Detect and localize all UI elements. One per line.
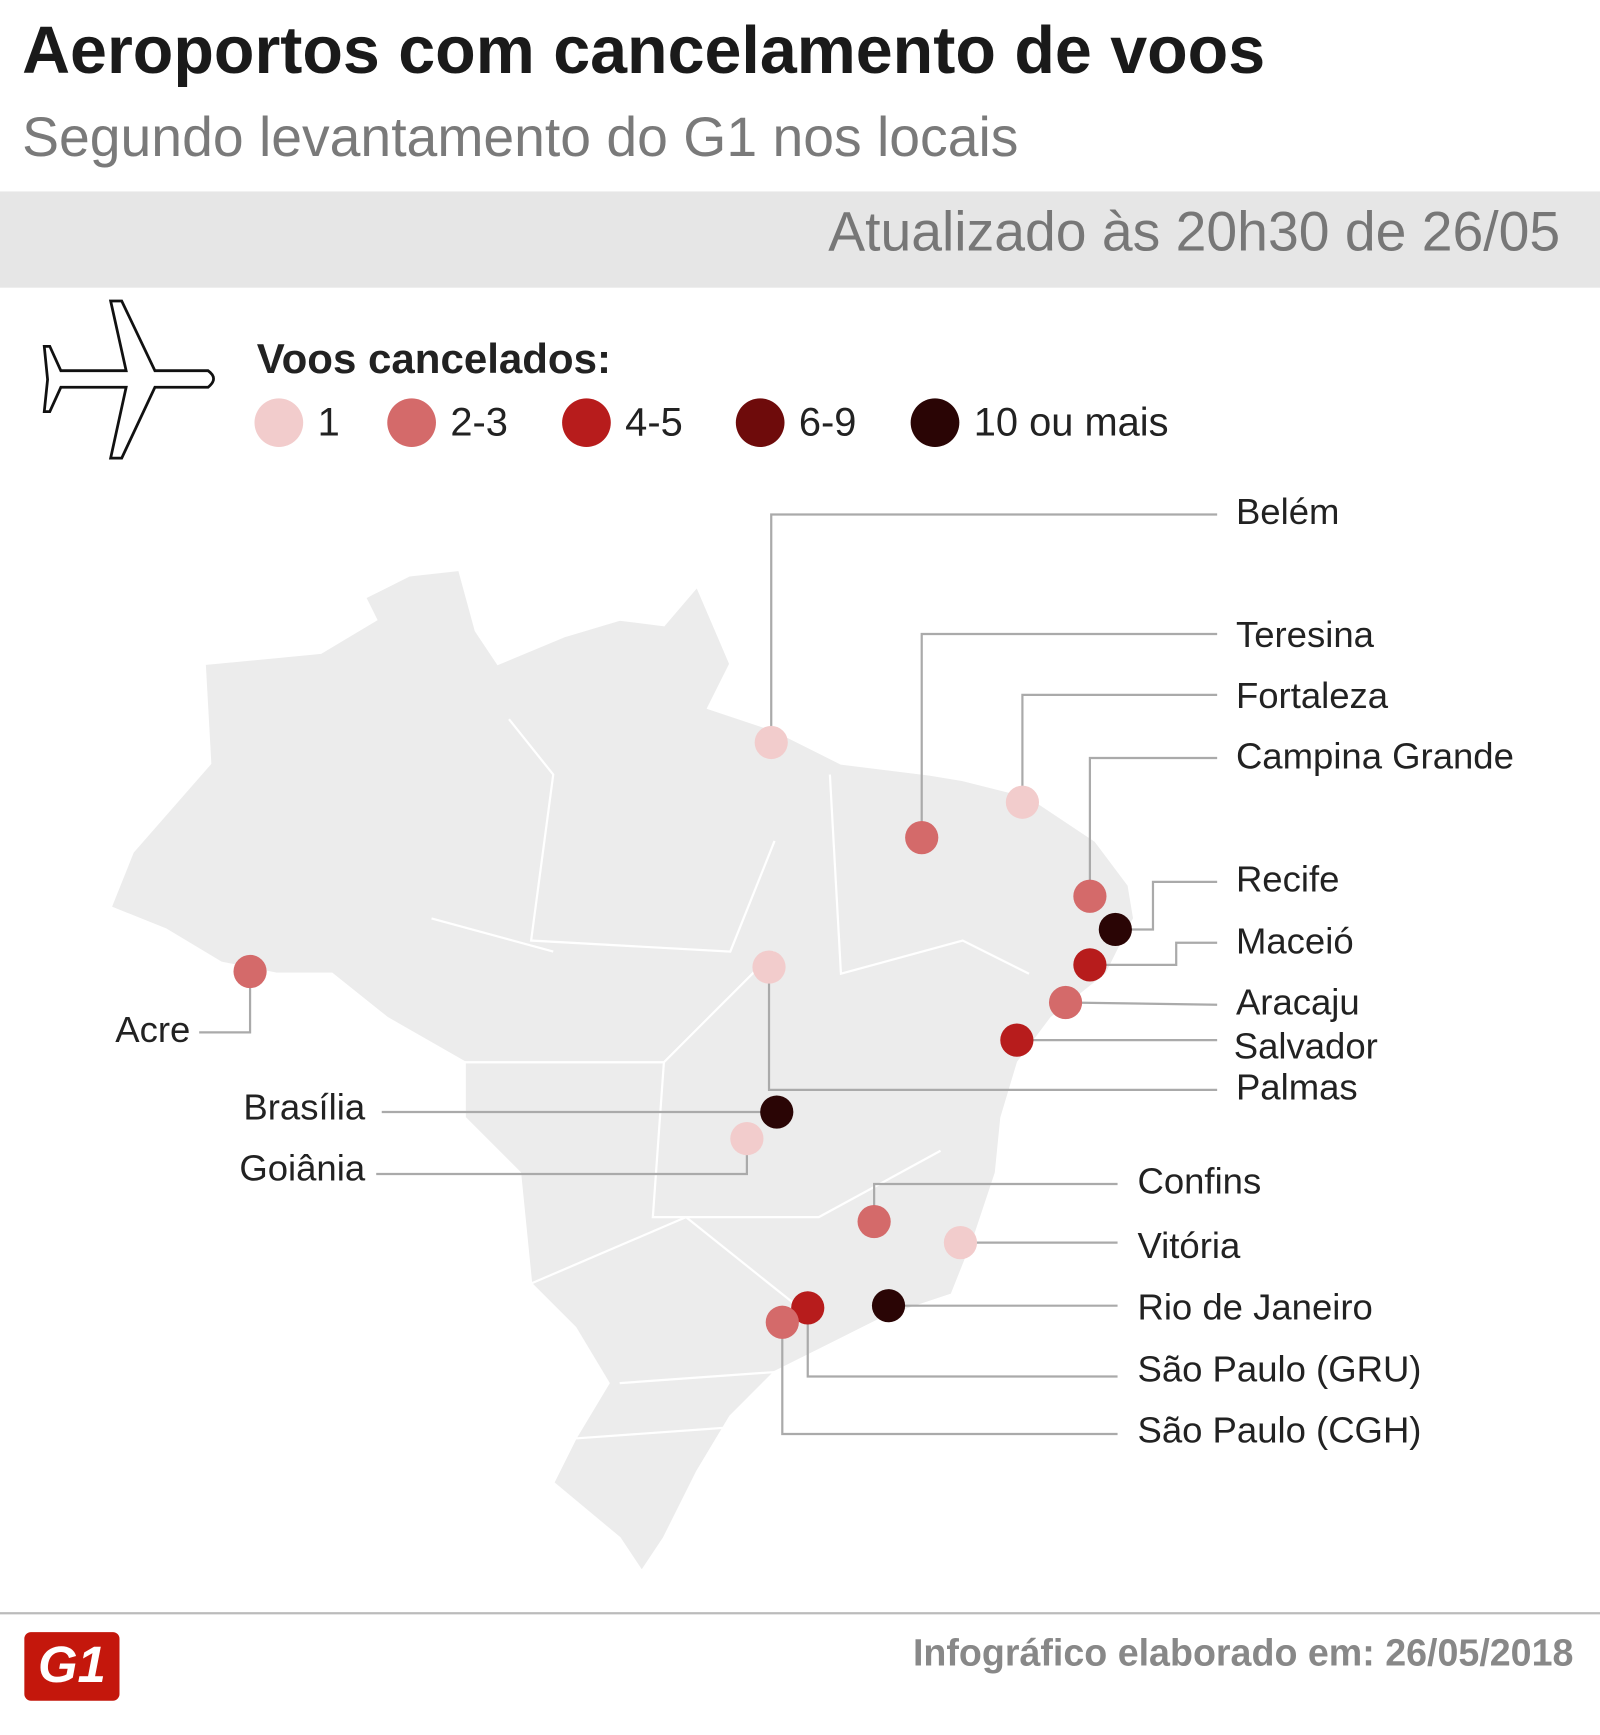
- leader-line: [920, 632, 1218, 838]
- brazil-map: [109, 568, 1136, 1574]
- leader-line: [781, 1322, 1118, 1436]
- airport-dot: [905, 821, 939, 855]
- airport-dot: [871, 1289, 906, 1323]
- airport-label: Teresina: [1236, 614, 1375, 655]
- airport-label: São Paulo (CGH): [1137, 1410, 1421, 1451]
- airport-label: São Paulo (GRU): [1137, 1349, 1421, 1390]
- airport-label: Aracaju: [1236, 981, 1360, 1022]
- airport-label: Vitória: [1137, 1225, 1240, 1266]
- legend-swatch: [562, 398, 611, 448]
- airport-dot: [1073, 879, 1107, 913]
- airport-label: Confins: [1137, 1161, 1261, 1202]
- updated: Atualizado às 20h30 de 26/05: [828, 200, 1560, 262]
- leader-line: [1088, 756, 1218, 897]
- airport-label: Maceió: [1236, 920, 1354, 961]
- airport-dot: [730, 1121, 764, 1156]
- legend-title: Voos cancelados:: [257, 335, 611, 382]
- leader-line: [1089, 941, 1218, 966]
- title: Aeroportos com cancelamento de voos: [22, 14, 1265, 88]
- leader-line: [770, 513, 1218, 743]
- leader-line: [806, 1307, 1118, 1378]
- state-borders: [431, 718, 1030, 1440]
- airport-dot: [1005, 785, 1040, 819]
- logo: G1: [38, 1636, 106, 1693]
- legend-swatch: [254, 398, 304, 448]
- airport-label: Fortaleza: [1236, 675, 1389, 716]
- airport-dot: [791, 1291, 825, 1325]
- legend-label: 2-3: [450, 400, 508, 444]
- update-band: [0, 191, 1600, 288]
- legend-label: 4-5: [625, 400, 683, 444]
- airport-dot: [943, 1226, 978, 1260]
- legend: 1 2-3 4-5 6-9 10 ou mais: [254, 398, 1169, 448]
- airport-label: Brasília: [243, 1086, 365, 1127]
- airport-dot: [752, 950, 786, 984]
- leader-line: [767, 967, 1218, 1092]
- airport-dot: [1000, 1023, 1034, 1057]
- legend-swatch: [910, 398, 960, 448]
- airport-dot: [857, 1204, 891, 1239]
- plane-icon: [42, 299, 215, 460]
- airport-label: Rio de Janeiro: [1137, 1287, 1372, 1328]
- logo-box: [24, 1632, 120, 1701]
- airport-dot: [754, 725, 788, 760]
- airport-label: Palmas: [1236, 1067, 1358, 1108]
- airport-dot: [760, 1095, 794, 1129]
- subtitle: Segundo levantamento do G1 nos locais: [22, 106, 1018, 168]
- airport-label: Campina Grande: [1236, 736, 1514, 777]
- airport-label: Recife: [1236, 859, 1339, 900]
- leader-line: [1065, 1001, 1218, 1006]
- airport-label: Acre: [115, 1009, 190, 1050]
- airport-dots: [233, 725, 1132, 1339]
- legend-swatch: [387, 398, 436, 448]
- legend-label: 1: [318, 400, 340, 444]
- airport-label: Goiânia: [239, 1147, 366, 1188]
- legend-swatch: [735, 398, 785, 448]
- credit: Infográfico elaborado em: 26/05/2018: [913, 1631, 1573, 1673]
- leader-line: [199, 971, 252, 1034]
- legend-label: 6-9: [799, 400, 857, 444]
- airport-label: Salvador: [1234, 1026, 1378, 1067]
- airport-dot: [1098, 912, 1132, 947]
- legend-label: 10 ou mais: [974, 400, 1169, 444]
- airport-labels: Belém Teresina Fortaleza Campina Grande Reci…: [115, 491, 1514, 1450]
- airport-dot: [233, 954, 267, 989]
- leader-line: [1021, 693, 1218, 803]
- airport-dot: [765, 1305, 799, 1339]
- airport-label: Belém: [1236, 491, 1339, 532]
- airport-dot: [1048, 985, 1083, 1020]
- leader-line: [1115, 880, 1218, 931]
- airport-dot: [1073, 948, 1107, 982]
- leader-lines: [199, 513, 1218, 1436]
